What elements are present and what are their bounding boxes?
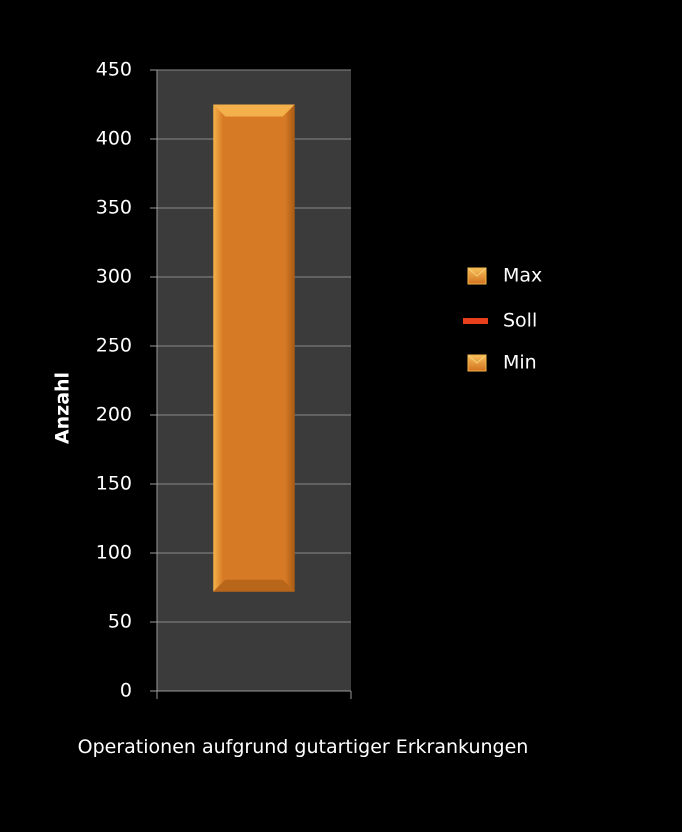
range-bar-bevel-bottom bbox=[213, 579, 295, 592]
y-tick-labels: 0 50 100 150 200 250 300 350 400 450 bbox=[96, 59, 157, 702]
bars bbox=[213, 104, 295, 592]
legend-swatch-bevel bbox=[467, 354, 487, 364]
legend-label-soll: Soll bbox=[503, 310, 537, 332]
legend-swatch-bevel bbox=[467, 267, 487, 277]
legend-label-max: Max bbox=[503, 265, 542, 287]
x-category-label: Operationen aufgrund gutartiger Erkranku… bbox=[78, 736, 529, 758]
y-tick-label: 150 bbox=[96, 473, 132, 495]
y-tick-label: 0 bbox=[120, 680, 132, 702]
y-tick-label: 100 bbox=[96, 542, 132, 564]
y-tick-label: 50 bbox=[108, 611, 132, 633]
y-axis-title: Anzahl bbox=[52, 372, 74, 444]
y-tick-label: 400 bbox=[96, 128, 132, 150]
y-tick-label: 300 bbox=[96, 266, 132, 288]
range-bar-bevel-top bbox=[213, 104, 295, 117]
legend-swatch-soll bbox=[463, 318, 488, 324]
y-tick-label: 250 bbox=[96, 335, 132, 357]
y-tick-label: 200 bbox=[96, 404, 132, 426]
y-tick-label: 450 bbox=[96, 59, 132, 81]
y-tick-label: 350 bbox=[96, 197, 132, 219]
legend: Max Soll Min bbox=[463, 265, 542, 374]
axes bbox=[156, 70, 352, 699]
range-bar-face bbox=[225, 116, 283, 580]
legend-label-min: Min bbox=[503, 352, 537, 374]
